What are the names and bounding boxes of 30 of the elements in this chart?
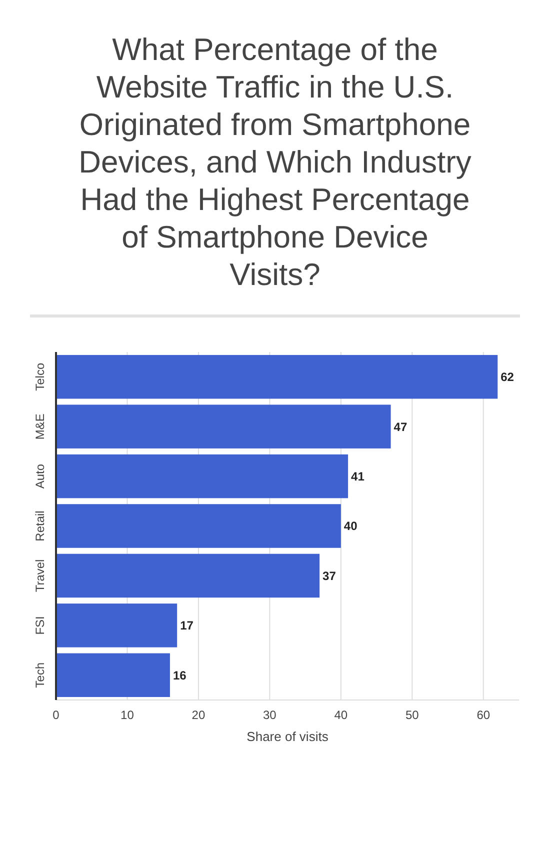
y-tick-label: Retail xyxy=(33,510,47,542)
y-tick-label: FSI xyxy=(33,616,47,635)
bar xyxy=(56,404,391,448)
data-label: 41 xyxy=(351,469,365,484)
y-tick-label: M&E xyxy=(33,414,47,440)
x-tick-label: 60 xyxy=(476,708,490,722)
bar xyxy=(56,454,348,498)
data-label: 40 xyxy=(344,519,358,534)
y-tick-label: Telco xyxy=(33,362,47,391)
y-tick-label: Auto xyxy=(33,464,47,489)
data-label: 47 xyxy=(394,420,408,434)
x-tick-label: 10 xyxy=(120,708,134,722)
x-tick-label: 40 xyxy=(334,708,348,722)
x-tick-label: 20 xyxy=(192,708,206,722)
chart-title: What Percentage of the Website Traffic in the U.S. Originated from Smartphone Devices, and Which Industry Had the Highest Percentage of Smartphone Device Visits? xyxy=(78,32,472,292)
x-tick-label: 0 xyxy=(52,708,60,722)
bar xyxy=(56,504,341,548)
data-label: 16 xyxy=(172,668,187,682)
x-axis-title: Share of visits xyxy=(246,729,329,744)
x-tick-label: 30 xyxy=(263,708,277,722)
bar xyxy=(56,653,170,698)
bar xyxy=(56,354,498,399)
data-label: 17 xyxy=(180,618,194,633)
bar xyxy=(56,554,320,598)
y-tick-label: Tech xyxy=(33,662,47,688)
y-tick-label: Travel xyxy=(33,559,47,592)
data-label: 37 xyxy=(322,568,336,583)
data-label: 62 xyxy=(500,370,514,384)
x-tick-label: 50 xyxy=(405,708,420,722)
bar xyxy=(56,604,178,648)
